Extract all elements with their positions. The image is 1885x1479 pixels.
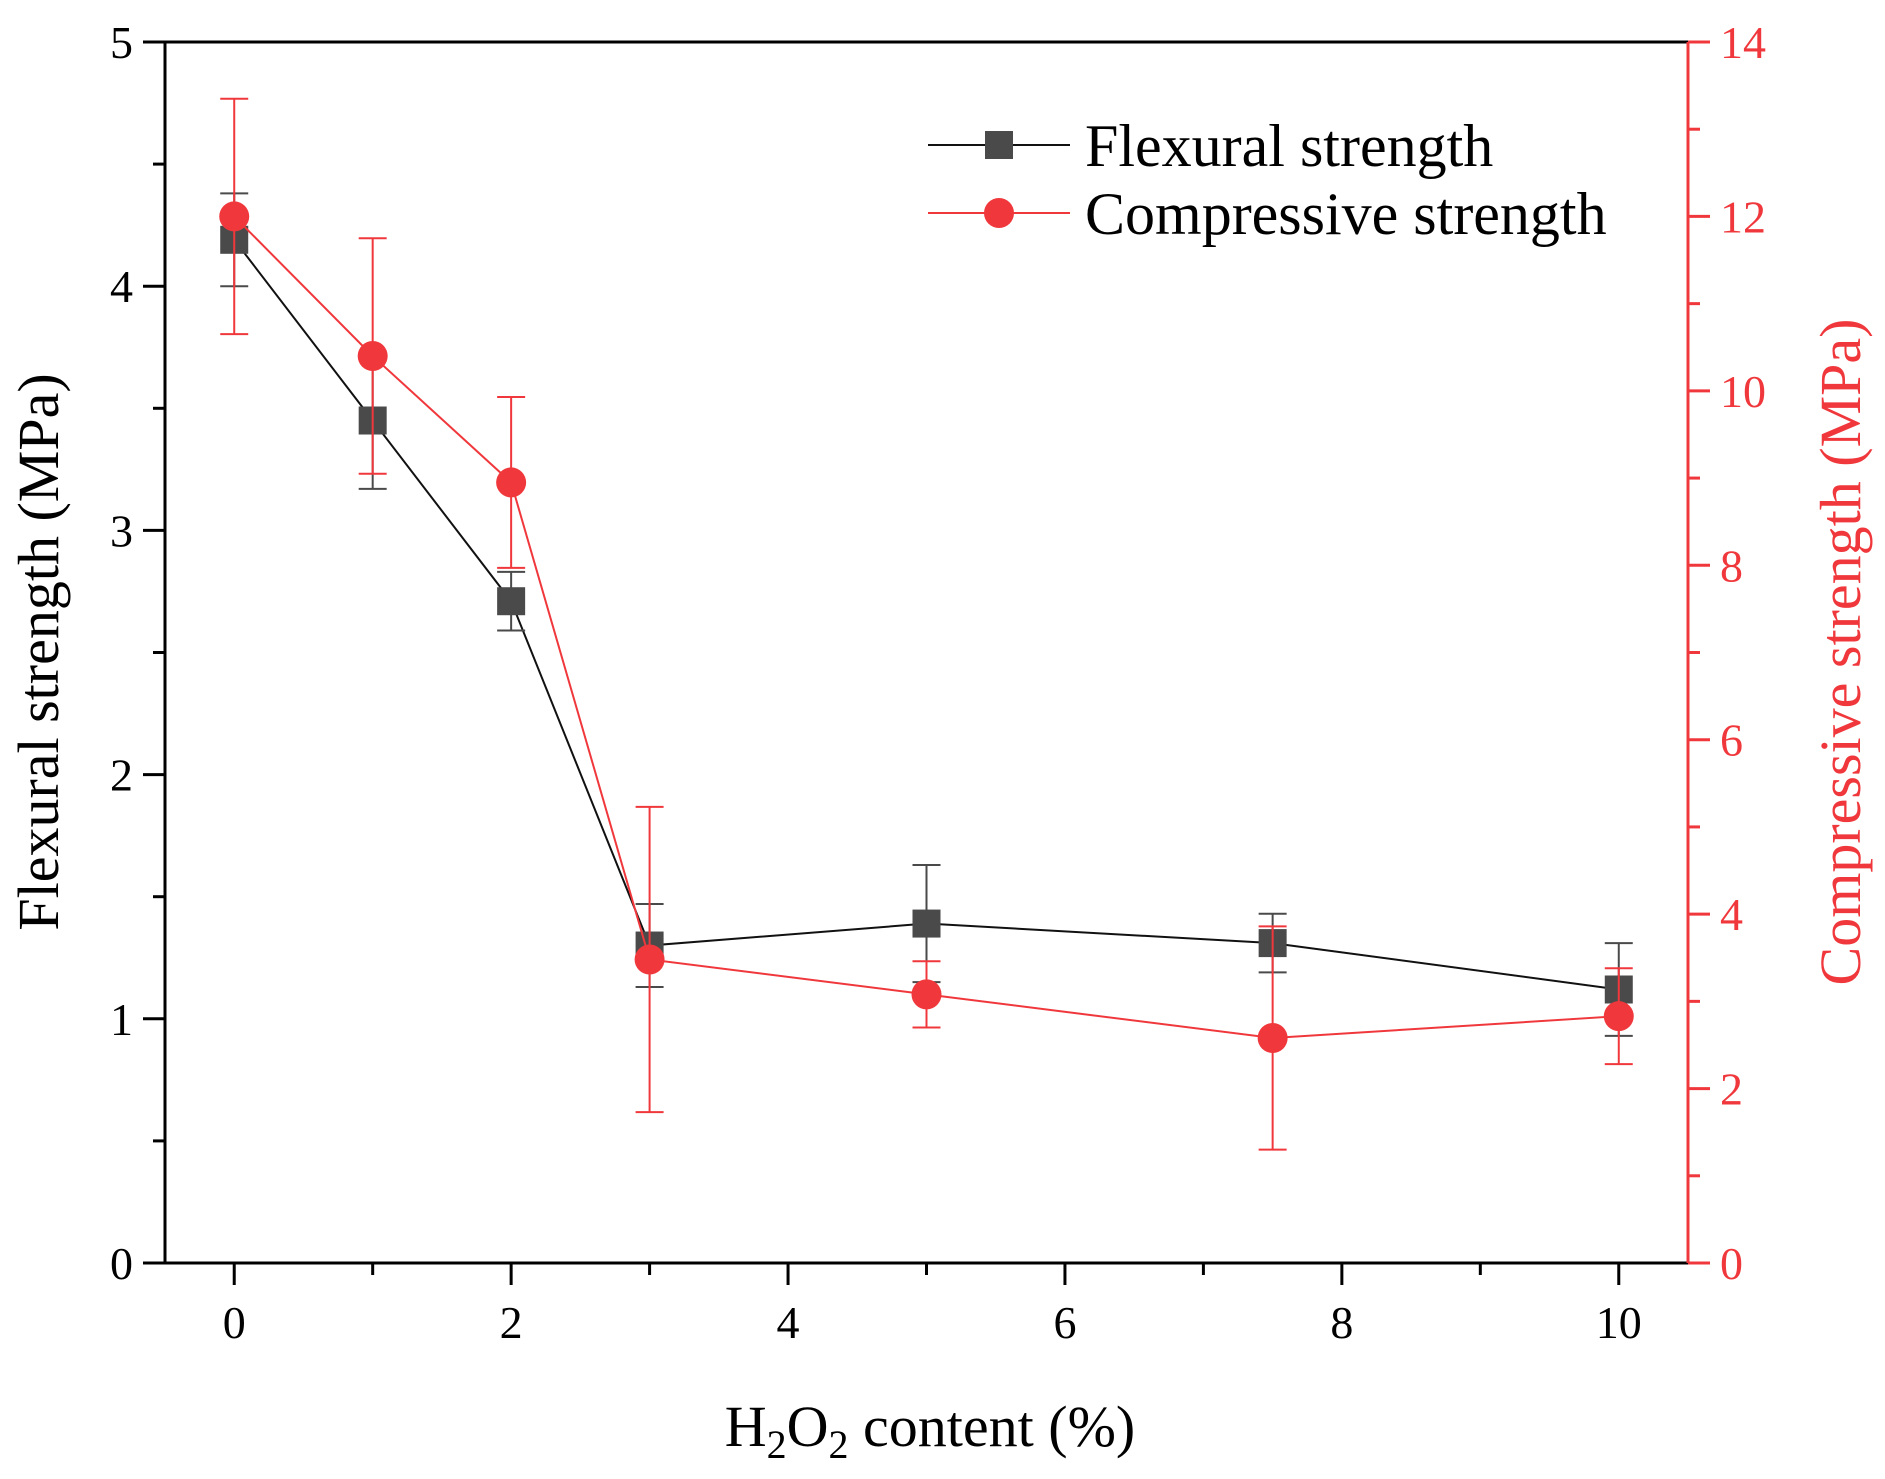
legend-compressive-label: Compressive strength [1085, 181, 1607, 247]
data-point-compressive [911, 979, 942, 1010]
y-right-tick-label: 4 [1720, 889, 1743, 940]
y-left-tick-label: 0 [110, 1238, 133, 1289]
legend-flexural-label: Flexural strength [1085, 113, 1493, 179]
y-left-tick-label: 3 [110, 505, 133, 556]
x-axis-title-sub1: 2 [767, 1422, 787, 1467]
x-axis-title-mid: O [787, 1394, 829, 1459]
y-left-tick-label: 2 [110, 750, 133, 801]
y-axis-right-title: Compressive strength (MPa) [1808, 319, 1873, 986]
y-right-tick-label: 10 [1720, 366, 1766, 417]
tick-marks [143, 40, 1710, 1285]
legend-flexural-marker [985, 131, 1013, 159]
data-point-flexural [912, 909, 941, 938]
data-point-compressive [1603, 1001, 1634, 1032]
legend: Flexural strength Compressive strength [928, 113, 1607, 247]
legend-item-compressive: Compressive strength [928, 181, 1607, 247]
data-point-flexural [497, 587, 526, 616]
x-tick-label: 10 [1596, 1297, 1642, 1348]
x-axis-title-sub2: 2 [829, 1422, 849, 1467]
x-tick-label: 6 [1053, 1297, 1076, 1348]
y-right-tick-label: 0 [1720, 1238, 1743, 1289]
x-axis-title: H2O2 content (%) [725, 1394, 1135, 1467]
x-axis-title-suffix: content (%) [849, 1394, 1136, 1459]
y-right-tick-label: 8 [1720, 540, 1743, 591]
y-left-tick-label: 1 [110, 994, 133, 1045]
y-right-tick-label: 12 [1720, 191, 1766, 242]
x-tick-label: 0 [223, 1297, 246, 1348]
series-layer [219, 97, 1634, 1151]
y-right-tick-label: 2 [1720, 1064, 1743, 1115]
data-point-compressive [1257, 1022, 1288, 1053]
x-tick-label: 4 [777, 1297, 800, 1348]
y-right-tick-label: 6 [1720, 715, 1743, 766]
data-point-compressive [496, 467, 527, 498]
legend-compressive-marker [984, 198, 1014, 228]
x-axis-title-prefix: H [725, 1394, 767, 1459]
data-point-compressive [357, 340, 388, 371]
data-point-compressive [219, 201, 250, 232]
plot-frame [163, 40, 1690, 1265]
x-tick-label: 8 [1330, 1297, 1353, 1348]
y-axis-left-title: Flexural strength (MPa) [6, 373, 71, 930]
series-compressive [219, 97, 1634, 1151]
y-left-tick-label: 5 [110, 17, 133, 68]
legend-item-flexural: Flexural strength [928, 113, 1493, 179]
y-right-tick-label: 14 [1720, 17, 1766, 68]
x-tick-label: 2 [500, 1297, 523, 1348]
y-left-tick-label: 4 [110, 261, 133, 312]
data-point-compressive [634, 944, 665, 975]
